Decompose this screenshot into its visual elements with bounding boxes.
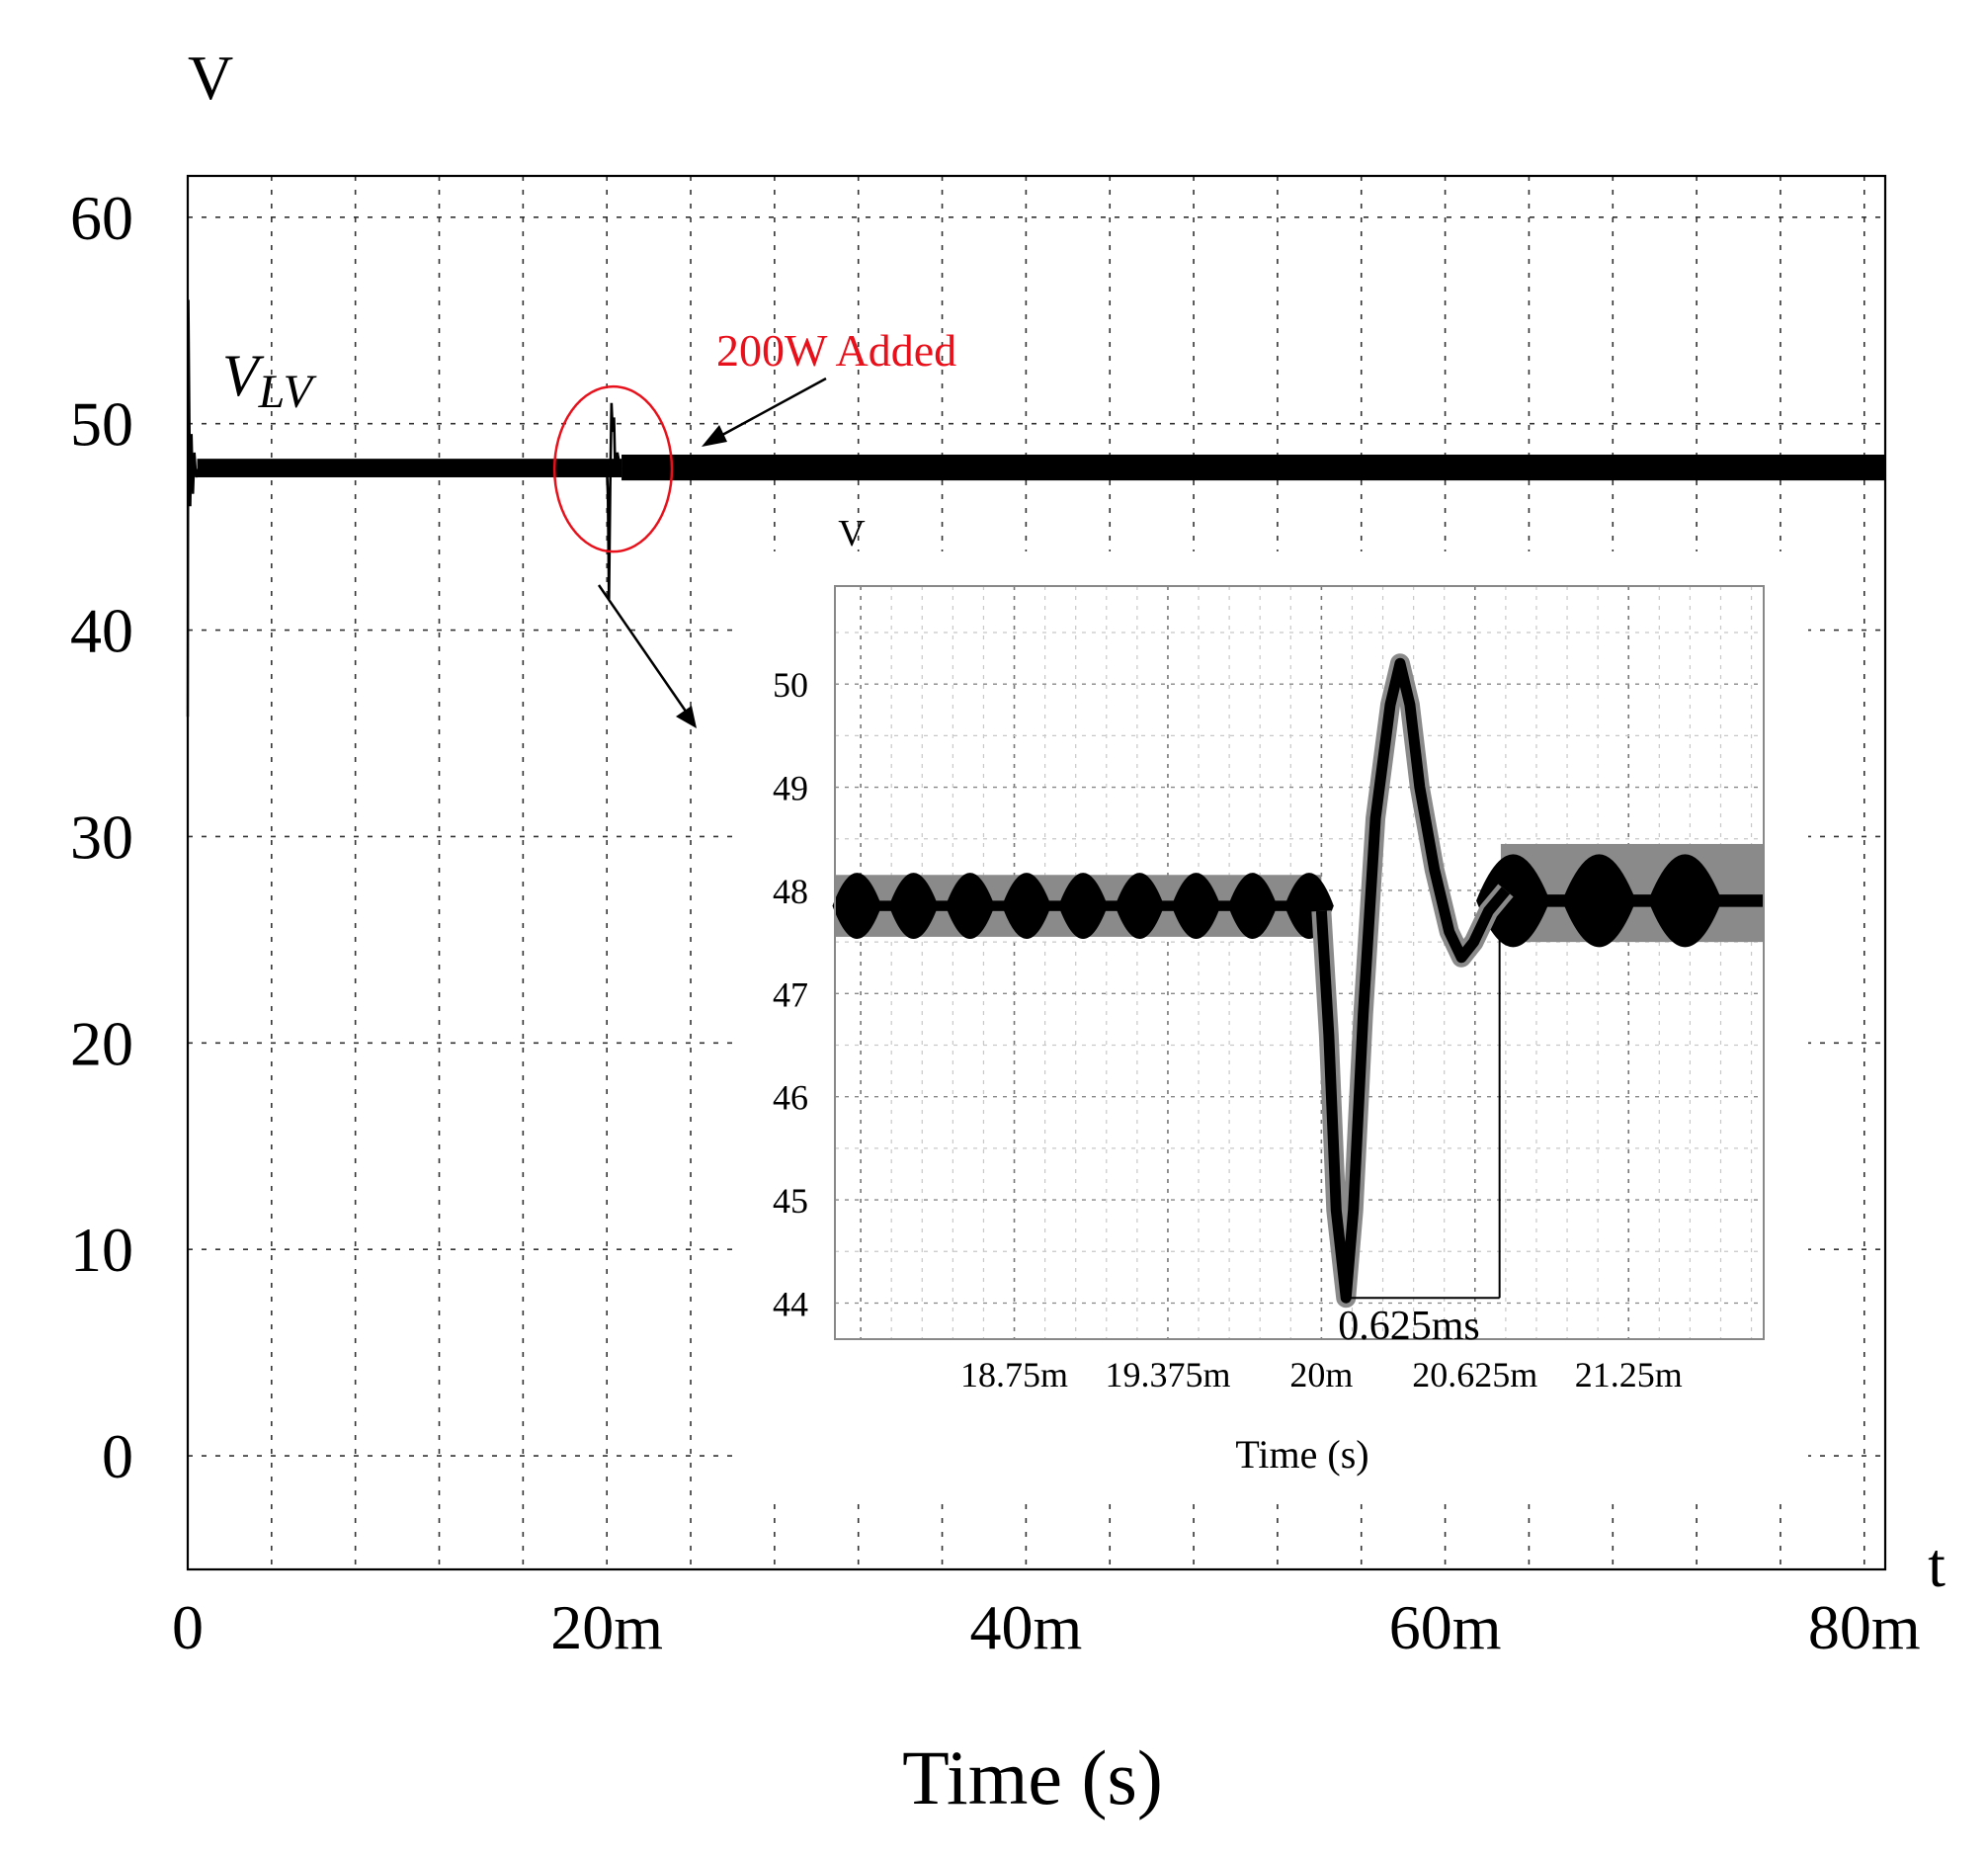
- main-y-tick-label: 30: [70, 802, 133, 872]
- main-y-tick-label: 40: [70, 596, 133, 666]
- series-label-vlv: VLV: [222, 343, 317, 418]
- main-x-axis-label: Time (s): [902, 1734, 1163, 1820]
- inset-y-tick-labels: 44 45 46 47 48 49 50: [773, 665, 808, 1323]
- inset-y-tick-label: 48: [773, 872, 808, 911]
- main-y-tick-label: 60: [70, 183, 133, 253]
- inset-y-tick-label: 47: [773, 974, 808, 1014]
- main-plot-frame: [186, 174, 1887, 1571]
- inset-trace-center-before: [835, 900, 1322, 911]
- main-y-tick-label: 50: [70, 389, 133, 460]
- inset-x-tick-label: 18.75m: [960, 1355, 1068, 1394]
- inset-y-tick-label: 49: [773, 769, 808, 808]
- inset-y-axis-label: V: [838, 513, 866, 554]
- inset-series-vlv: [832, 653, 1764, 1309]
- main-y-axis-label: V: [188, 42, 233, 113]
- interval-marker: [1345, 931, 1501, 1300]
- inset-y-tick-label: 45: [773, 1181, 808, 1221]
- main-x-tick-label: 60m: [1389, 1592, 1502, 1662]
- inset-x-axis-label: Time (s): [1235, 1432, 1368, 1477]
- interval-label: 0.625ms: [1338, 1304, 1480, 1349]
- main-trace-transient: [605, 402, 622, 600]
- load-step-circle: [552, 384, 674, 553]
- inset-transient-trace: [1315, 657, 1511, 1304]
- inset-chart: 44 45 46 47 48 49 50 18.75m 19.375m 20m 20.625m 21…: [741, 513, 1808, 1500]
- inset-y-tick-label: 44: [773, 1284, 808, 1323]
- inset-plot-frame: [834, 585, 1765, 1340]
- inset-gridlines: [835, 586, 1764, 1339]
- inset-x-tick-label: 19.375m: [1105, 1355, 1230, 1394]
- main-y-tick-label: 10: [70, 1215, 133, 1285]
- main-x-tick-label: 80m: [1808, 1592, 1921, 1662]
- main-trace-band-after: [621, 455, 1885, 481]
- inset-x-tick-label: 20.625m: [1412, 1355, 1537, 1394]
- main-x-tick-label: 40m: [970, 1592, 1083, 1662]
- main-x-tick-label: 0: [172, 1592, 204, 1662]
- inset-y-tick-label: 46: [773, 1078, 808, 1118]
- inset-trace-center-after: [1505, 894, 1764, 907]
- load-annotation-arrow: [702, 377, 827, 447]
- main-y-tick-labels: 0 10 20 30 40 50 60: [70, 183, 133, 1491]
- main-x-axis-end-label: t: [1928, 1530, 1946, 1600]
- main-x-tick-labels: 0 20m 40m 60m 80m: [172, 1592, 1921, 1662]
- inset-y-tick-label: 50: [773, 665, 808, 705]
- main-x-tick-label: 20m: [550, 1592, 663, 1662]
- series-label-main: V: [222, 343, 265, 408]
- series-label-sub: LV: [258, 366, 317, 418]
- inset-background: [741, 551, 1808, 1500]
- zoom-arrow: [597, 584, 697, 728]
- main-trace-band-before: [197, 459, 622, 477]
- inset-x-tick-labels: 18.75m 19.375m 20m 20.625m 21.25m: [960, 1355, 1683, 1394]
- load-annotation-text: 200W Added: [716, 325, 956, 376]
- main-y-tick-label: 0: [102, 1421, 133, 1491]
- inset-x-tick-label: 21.25m: [1575, 1355, 1683, 1394]
- main-y-tick-label: 20: [70, 1008, 133, 1078]
- inset-x-tick-label: 20m: [1289, 1355, 1353, 1394]
